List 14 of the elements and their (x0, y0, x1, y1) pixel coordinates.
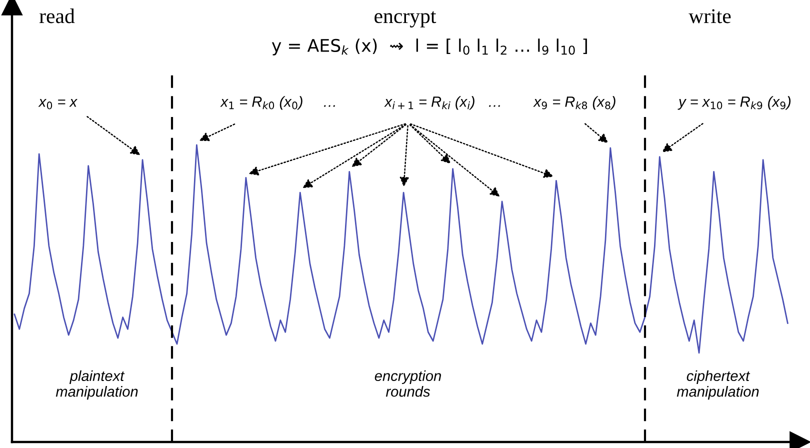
text: read (39, 8, 75, 24)
annotation: encryption rounds (374, 370, 441, 397)
text: … (489, 105, 500, 107)
text: x$_{1}$ = R$_{k0}$ (x$_{0}$) (220, 96, 302, 110)
annotation: plaintext manipulation (56, 370, 138, 400)
text: x$_{9}$ = R$_{k8}$ (x$_{8}$) (533, 96, 616, 110)
text: y = x$_{10}$ = R$_{k9}$ (x$_{9}$) (678, 96, 791, 110)
annotation: ciphertext manipulation (676, 370, 759, 400)
text: x$_{0}$ = x (38, 99, 78, 110)
text: encrypt (374, 11, 436, 28)
text: y = AES$_{k}$ (x) ⇝ l = [ l$_{0}$ l$_{1}$ l$_{2}$ … l$_{9}$ l$_{10}$ ] (272, 38, 587, 56)
text: x$_{i+1}$ = R$_{ki}$ (x$_{i}$) (384, 96, 474, 110)
text: … (324, 105, 335, 107)
text: write (688, 9, 731, 24)
